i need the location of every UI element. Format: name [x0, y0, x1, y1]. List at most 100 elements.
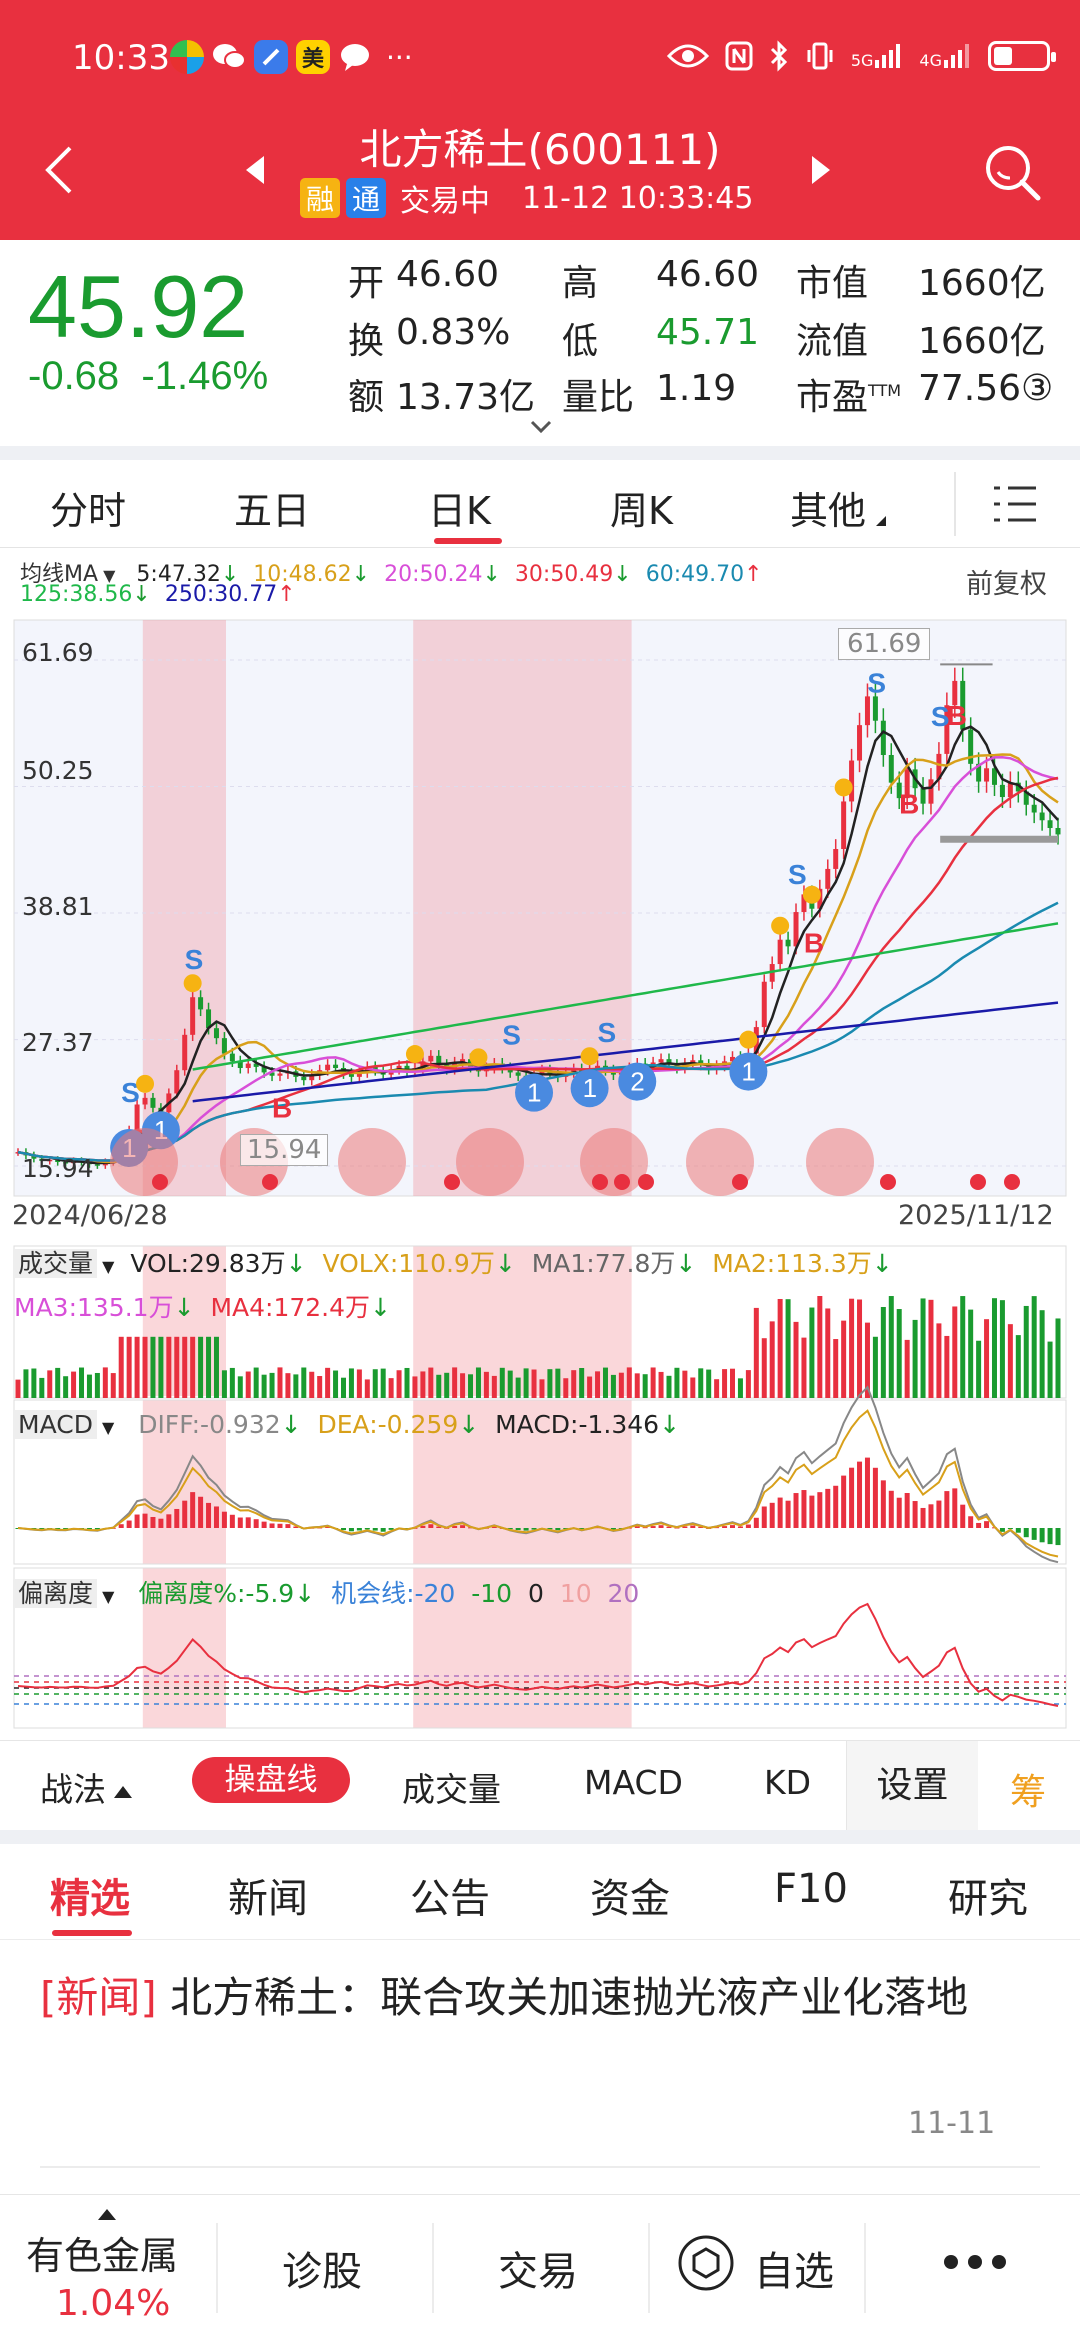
tab-research[interactable]: 研究 [948, 1876, 1028, 1922]
signal-circle-label: 1 [527, 1078, 541, 1108]
more-icon[interactable] [944, 2255, 1006, 2269]
trade-button[interactable]: 交易 [498, 2249, 578, 2295]
signal-4g: 4G [919, 42, 972, 70]
volume-bar [857, 1299, 863, 1398]
deviation-title[interactable]: 偏离度 [14, 1579, 98, 1608]
candle-body [944, 705, 950, 754]
macd-histogram-bar [666, 1526, 672, 1528]
sector-name[interactable]: 有色金属 [26, 2234, 179, 2278]
macd-histogram-bar [849, 1467, 855, 1528]
scroll-right-icon[interactable] [456, 1128, 524, 1196]
candle-body [142, 1097, 148, 1105]
volume-bar [523, 1368, 529, 1398]
dea-value: DEA:-0.259 [317, 1410, 459, 1439]
volume-bar [348, 1368, 354, 1398]
chip-distribution-button[interactable]: 筹 [1010, 1772, 1047, 1813]
volume-title[interactable]: 成交量 [14, 1249, 98, 1278]
macd-histogram-bar [491, 1526, 497, 1528]
kd-indicator-button[interactable]: KD [764, 1763, 812, 1802]
sell-signal-marker: S [867, 668, 886, 699]
volume-bar [388, 1378, 394, 1398]
tab-intraday[interactable]: 分时 [50, 489, 127, 533]
candle-body [801, 894, 807, 913]
candle-body [960, 680, 966, 730]
trading-line-button[interactable]: 操盘线 [192, 1757, 350, 1803]
volume-bar [63, 1376, 69, 1398]
search-icon[interactable] [980, 140, 1044, 204]
volume-bar [206, 1336, 212, 1398]
highlight-zone [142, 620, 226, 1196]
y-tick-label: 50.25 [22, 756, 94, 785]
news-item[interactable]: [新闻] 北方稀土：联合攻关加速抛光液产业化落地 [40, 1966, 1040, 2030]
volume-bar [714, 1379, 720, 1398]
tab-other[interactable]: 其他 [790, 489, 867, 533]
zoom-out-left-icon[interactable] [110, 1128, 178, 1196]
watchlist-icon[interactable] [676, 2233, 736, 2293]
diagnose-button[interactable]: 诊股 [282, 2249, 362, 2295]
nfc-icon [725, 41, 753, 71]
macd-histogram-bar [730, 1525, 736, 1528]
candle-body [261, 1066, 267, 1073]
macd-histogram-bar [753, 1517, 759, 1528]
macd-histogram-bar [761, 1506, 767, 1528]
volume-bar [79, 1367, 85, 1398]
candle-body [1047, 820, 1053, 829]
scroll-left-icon[interactable] [338, 1128, 406, 1196]
tab-announcements[interactable]: 公告 [410, 1876, 490, 1922]
volume-bar [928, 1299, 934, 1398]
settings-button[interactable]: 设置 [846, 1741, 978, 1831]
watchlist-button[interactable]: 自选 [754, 2249, 834, 2295]
volume-bar [745, 1370, 751, 1398]
volume-bar [444, 1372, 450, 1398]
indicator-menu-icon[interactable] [990, 480, 1040, 528]
candle-body [1039, 812, 1045, 821]
volume-bar [110, 1373, 116, 1398]
tactics-dropdown[interactable]: 战法 [40, 1763, 132, 1811]
candle-body [190, 997, 196, 1035]
buy-signal-marker: B [272, 1093, 292, 1124]
macd-histogram-bar [293, 1526, 299, 1528]
kline-chart-area[interactable]: SBSBSSSBSBSB111121 [0, 548, 1080, 1740]
macd-histogram-bar [896, 1497, 902, 1528]
expand-icon[interactable] [580, 1128, 648, 1196]
macd-histogram-bar [825, 1488, 831, 1528]
macd-indicator-button[interactable]: MACD [584, 1763, 683, 1802]
float-value: 1660亿 [918, 321, 1046, 362]
tab-five-day[interactable]: 五日 [234, 489, 311, 533]
ma-title[interactable]: 均线MA [20, 562, 99, 587]
fullscreen-icon[interactable] [806, 1128, 874, 1196]
tab-f10[interactable]: F10 [774, 1866, 848, 1912]
candle-body [253, 1063, 259, 1067]
candle-body [904, 769, 910, 799]
volume-indicator-button[interactable]: 成交量 [402, 1770, 501, 1809]
adjust-mode-button[interactable]: 前复权 [966, 569, 1047, 600]
volume-bar [737, 1378, 743, 1398]
next-stock-arrow-icon[interactable] [812, 156, 830, 184]
macd-title[interactable]: MACD [14, 1410, 97, 1439]
volume-bar [333, 1370, 339, 1398]
tab-weekly-k[interactable]: 周K [610, 489, 673, 533]
back-arrow-icon[interactable] [40, 140, 80, 200]
deviation-legend: 偏离度 ▼ 偏离度%:-5.9↓ 机会线:-20 -10 0 10 20 [14, 1574, 639, 1610]
volume-bar [221, 1370, 227, 1398]
macd-histogram-bar [523, 1528, 529, 1531]
event-dot-marker [970, 1174, 986, 1190]
tab-fund-flow[interactable]: 资金 [590, 1876, 670, 1922]
tab-news[interactable]: 新闻 [228, 1876, 308, 1922]
macd-histogram-bar [658, 1525, 664, 1528]
volume-bar [888, 1296, 894, 1398]
volume-bar [372, 1369, 378, 1398]
tab-daily-k[interactable]: 日K [428, 489, 491, 533]
tab-featured[interactable]: 精选 [50, 1876, 130, 1922]
event-dot-marker [638, 1174, 654, 1190]
ma-line-125 [192, 922, 1059, 1071]
macd-histogram-bar [999, 1528, 1005, 1532]
candle-body [1055, 828, 1061, 835]
macd-histogram-bar [857, 1461, 863, 1528]
macd-histogram-bar [380, 1528, 386, 1532]
ma-line-250 [192, 1001, 1059, 1103]
macd-histogram-bar [142, 1513, 148, 1528]
prev-stock-arrow-icon[interactable] [246, 156, 264, 184]
expand-chevron-icon[interactable] [530, 420, 552, 434]
macd-histogram-bar [714, 1527, 720, 1529]
